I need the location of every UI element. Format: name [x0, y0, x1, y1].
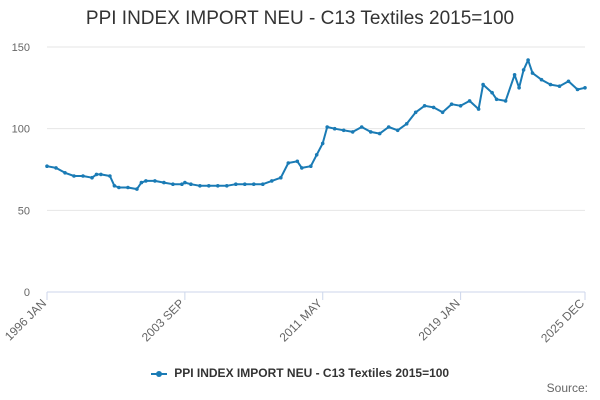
data-point [395, 128, 400, 133]
data-point [286, 161, 291, 165]
data-point [207, 184, 211, 188]
data-point [341, 128, 346, 133]
data-point [112, 184, 117, 188]
data-point [94, 172, 99, 177]
data-point [526, 58, 530, 62]
data-point [350, 130, 355, 134]
data-point [72, 174, 76, 178]
series-layer [45, 58, 587, 191]
data-point [295, 159, 300, 164]
data-point [144, 179, 148, 183]
data-point [440, 110, 445, 115]
data-point [503, 99, 508, 103]
chart-title: PPI INDEX IMPORT NEU - C13 Textiles 2015… [85, 8, 515, 29]
data-point [183, 180, 187, 185]
data-point [261, 182, 265, 186]
axes: 0 50 100 150 1996 JAN 2003 SEP 2011 MAY 2019 JA… [2, 42, 587, 345]
data-point [368, 130, 373, 134]
data-point [252, 182, 256, 186]
data-point [476, 107, 481, 111]
data-point [108, 174, 112, 178]
data-point [216, 184, 220, 188]
legend-line-icon [150, 369, 167, 379]
data-point [548, 82, 553, 87]
gridlines [47, 46, 585, 211]
y-tick-label: 0 [24, 287, 30, 299]
data-point [234, 182, 238, 186]
x-tick-label: 1996 JAN [2, 296, 49, 343]
data-point [539, 77, 544, 82]
data-point [270, 179, 274, 183]
x-tick-label: 2011 MAY [277, 296, 325, 344]
data-point [300, 166, 304, 170]
data-point [243, 182, 247, 186]
data-point [139, 180, 144, 185]
data-point [171, 182, 175, 186]
data-point [189, 182, 193, 186]
data-point [135, 187, 139, 191]
data-point [126, 185, 130, 190]
data-point [45, 164, 49, 168]
data-point [309, 164, 313, 168]
data-point [63, 171, 67, 175]
data-point [449, 102, 454, 106]
y-tick-label: 100 [12, 124, 30, 136]
data-point [332, 126, 337, 131]
data-point [314, 153, 319, 157]
data-point [467, 99, 472, 103]
data-point [404, 122, 409, 126]
data-point [431, 105, 436, 110]
data-point [225, 184, 229, 188]
data-point [180, 182, 184, 186]
data-point [279, 175, 283, 180]
series-line [46, 59, 586, 191]
data-point [521, 68, 526, 72]
source-label: Source: [546, 381, 588, 395]
data-point [490, 90, 494, 95]
data-point [320, 141, 325, 146]
data-point [377, 131, 382, 136]
data-point [566, 79, 571, 84]
x-tick-label: 2019 JAN [416, 296, 463, 343]
data-point [583, 86, 587, 90]
data-point [359, 125, 364, 129]
data-point [458, 104, 463, 108]
data-point [162, 180, 166, 185]
data-point [413, 110, 418, 115]
x-tick-label: 2003 SEP [139, 296, 187, 344]
data-point [481, 82, 485, 87]
x-tick-label: 2025 DEC [538, 296, 587, 345]
data-point [325, 125, 330, 129]
data-point [386, 125, 391, 129]
data-point [198, 184, 202, 188]
data-point [557, 84, 562, 88]
data-point [81, 174, 85, 178]
data-point [530, 71, 535, 75]
legend[interactable]: PPI INDEX IMPORT NEU - C13 Textiles 2015… [0, 366, 600, 380]
data-point [117, 185, 121, 190]
data-point [517, 86, 521, 90]
data-point [494, 97, 499, 102]
data-point [422, 104, 427, 108]
y-tick-label: 50 [18, 205, 30, 217]
data-point [90, 175, 94, 180]
data-point [54, 166, 58, 170]
legend-label: PPI INDEX IMPORT NEU - C13 Textiles 2015… [174, 366, 450, 380]
data-point [99, 172, 103, 177]
data-point [575, 87, 580, 92]
data-point [512, 73, 517, 77]
y-tick-label: 150 [12, 42, 30, 54]
data-point [153, 179, 157, 183]
